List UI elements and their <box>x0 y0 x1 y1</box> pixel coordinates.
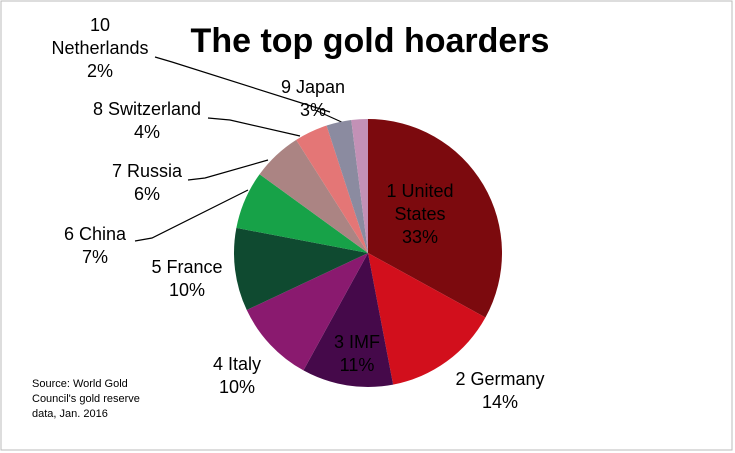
value-label: 33% <box>401 227 439 247</box>
pie-slice <box>368 119 503 318</box>
category-label: 8 Switzerland <box>92 99 202 119</box>
leader-lines <box>134 56 347 242</box>
category-label: 6 China <box>63 224 127 244</box>
slice-label: 6 China 7% <box>45 223 145 269</box>
leader-line <box>207 117 301 137</box>
pie-slice <box>368 253 486 385</box>
value-label: 10% <box>168 280 206 300</box>
category-label: 4 Italy <box>212 354 262 374</box>
value-label: 14% <box>481 392 519 412</box>
leader-line <box>314 109 347 125</box>
pie-slice <box>246 253 368 371</box>
category-label: 7 Russia <box>111 161 183 181</box>
source-note: Source: World Gold Council's gold reserv… <box>32 378 140 420</box>
category-label: 1 United States <box>386 181 454 224</box>
value-label: 11% <box>339 355 375 375</box>
category-label: 9 Japan <box>280 77 346 97</box>
category-label: 3 IMF <box>333 332 380 352</box>
pie-slice <box>351 119 368 253</box>
category-label: 5 France <box>151 257 223 277</box>
pie-slice <box>296 125 368 253</box>
pie-slice <box>326 120 368 253</box>
pie-slice <box>303 253 394 387</box>
leader-line <box>154 56 331 113</box>
category-label: 2 Germany <box>455 369 545 389</box>
slice-label: 4 Italy 10% <box>197 353 277 399</box>
chart-title: The top gold hoarders <box>190 22 550 60</box>
slice-label: 3 IMF 11% <box>317 331 397 377</box>
slice-label: 2 Germany 14% <box>435 368 565 414</box>
slice-label: 10 Netherlands 2% <box>50 14 150 83</box>
slice-label: 8 Switzerland 4% <box>77 98 217 144</box>
value-label: 3% <box>299 100 326 120</box>
slice-label: 1 United States 33% <box>370 180 470 249</box>
leader-line <box>187 159 269 181</box>
leader-line <box>134 189 249 242</box>
value-label: 2% <box>86 61 113 81</box>
slice-label: 5 France 10% <box>132 256 242 302</box>
value-label: 6% <box>133 184 160 204</box>
slice-label: 7 Russia 6% <box>92 160 202 206</box>
value-label: 4% <box>133 122 160 142</box>
value-label: 10% <box>218 377 256 397</box>
pie-slice <box>234 227 368 311</box>
pie-slice <box>236 174 368 253</box>
category-label: 10 Netherlands <box>51 15 149 58</box>
pie-slice <box>259 139 368 253</box>
value-label: 7% <box>81 247 108 267</box>
slice-label: 9 Japan 3% <box>263 76 363 122</box>
